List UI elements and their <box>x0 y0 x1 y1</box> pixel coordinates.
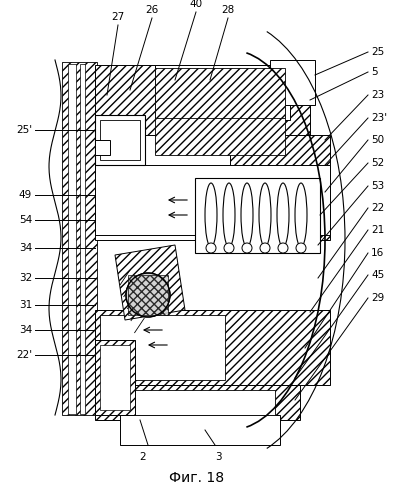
Bar <box>100 345 130 410</box>
Bar <box>270 60 315 105</box>
Text: 23': 23' <box>371 113 387 123</box>
Polygon shape <box>115 245 185 320</box>
Circle shape <box>206 243 216 253</box>
Text: 52: 52 <box>371 158 384 168</box>
Text: 31: 31 <box>19 300 32 310</box>
Polygon shape <box>155 100 285 155</box>
Text: 40: 40 <box>190 0 203 9</box>
Bar <box>195 178 320 253</box>
Text: 22': 22' <box>16 350 32 360</box>
Bar <box>155 65 290 120</box>
Text: 49: 49 <box>19 190 32 200</box>
Bar <box>100 120 140 160</box>
Text: 5: 5 <box>371 67 377 77</box>
Circle shape <box>126 273 170 317</box>
Bar <box>95 340 135 415</box>
Text: 53: 53 <box>371 181 384 191</box>
Text: 34: 34 <box>19 243 32 253</box>
Text: 2: 2 <box>140 452 146 462</box>
Text: 25: 25 <box>371 47 384 57</box>
Bar <box>95 135 230 240</box>
Bar <box>100 315 225 380</box>
Bar <box>95 385 300 420</box>
Bar <box>95 310 330 385</box>
Text: 32: 32 <box>19 273 32 283</box>
Text: 29: 29 <box>371 293 384 303</box>
Circle shape <box>278 243 288 253</box>
Text: 54: 54 <box>19 215 32 225</box>
Polygon shape <box>128 275 168 315</box>
Text: 45: 45 <box>371 270 384 280</box>
Text: 22: 22 <box>371 203 384 213</box>
Text: 21: 21 <box>371 225 384 235</box>
Bar <box>120 390 275 415</box>
Circle shape <box>242 243 252 253</box>
Bar <box>95 65 310 135</box>
Text: 23: 23 <box>371 90 384 100</box>
Bar <box>155 68 285 118</box>
Bar <box>62 62 97 415</box>
Bar <box>68 64 76 414</box>
Text: 16: 16 <box>371 248 384 258</box>
Bar <box>95 140 110 155</box>
Text: Фиг. 18: Фиг. 18 <box>169 471 225 485</box>
Text: 27: 27 <box>112 12 125 22</box>
Text: 34: 34 <box>19 325 32 335</box>
Circle shape <box>224 243 234 253</box>
Bar <box>80 64 85 414</box>
Text: 50: 50 <box>371 135 384 145</box>
Bar <box>230 135 330 240</box>
Text: 26: 26 <box>145 5 159 15</box>
Bar <box>120 415 280 445</box>
Text: 28: 28 <box>221 5 234 15</box>
Text: 25': 25' <box>16 125 32 135</box>
Bar <box>95 165 330 235</box>
Bar <box>95 115 145 165</box>
Circle shape <box>260 243 270 253</box>
Circle shape <box>296 243 306 253</box>
Text: 3: 3 <box>215 452 221 462</box>
